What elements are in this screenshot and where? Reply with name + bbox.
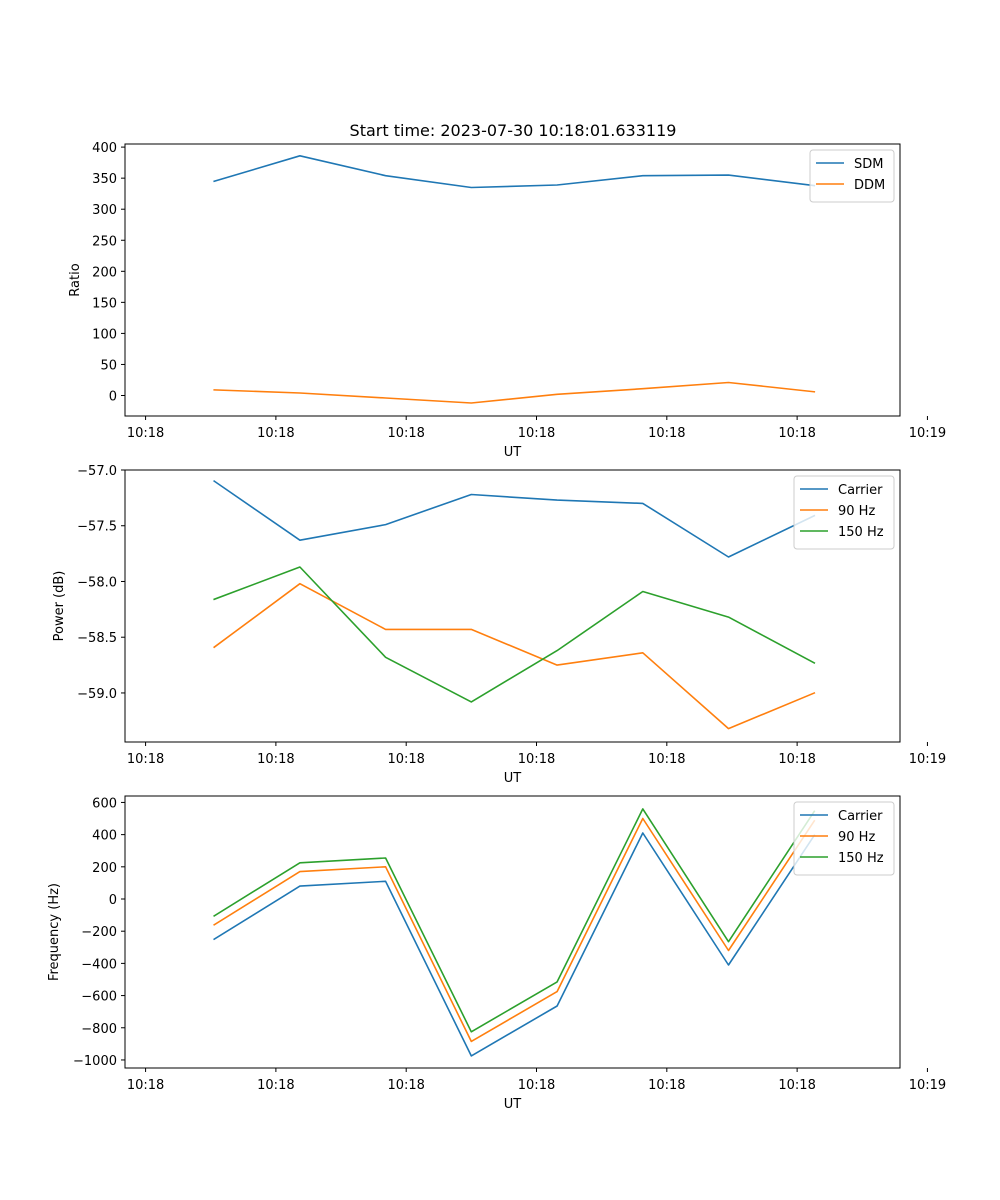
y-tick-label: 150 — [92, 296, 117, 311]
y-tick-label: 50 — [100, 358, 117, 373]
series-line-90-hz — [213, 817, 816, 1043]
series-line-150-hz — [213, 808, 816, 1033]
x-tick-label: 10:18 — [257, 1078, 294, 1093]
series-line-90-hz — [213, 582, 816, 730]
x-tick-label: 10:18 — [778, 426, 815, 441]
subplots: 10:18 10:18 10:18 10:18 10:18 10:18 10:19 0 50 10… — [47, 141, 946, 1112]
y-tick-label: −200 — [81, 925, 117, 940]
x-tick-label: 10:18 — [127, 752, 164, 767]
legend-label: SDM — [854, 157, 883, 172]
x-axis-label: UT — [504, 771, 522, 786]
y-tick-label: −58.0 — [77, 575, 117, 590]
legend-label: 90 Hz — [838, 830, 875, 845]
axes-frequency: 10:18 10:18 10:18 10:18 10:18 10:18 10:19 −1000… — [47, 795, 946, 1112]
x-tick-label: 10:18 — [648, 426, 685, 441]
y-tick-label: 250 — [92, 234, 117, 249]
x-tick-label: 10:18 — [387, 426, 424, 441]
y-axis-label: Power (dB) — [52, 571, 67, 642]
y-tick-label: 400 — [92, 141, 117, 156]
y-tick-label: 0 — [109, 893, 117, 908]
series-line-ddm — [213, 381, 816, 404]
series-line-sdm — [213, 155, 816, 189]
y-tick-label: −58.5 — [77, 631, 117, 646]
y-tick-label: −57.0 — [77, 464, 117, 479]
y-tick-label: 100 — [92, 327, 117, 342]
x-tick-label: 10:18 — [127, 426, 164, 441]
series-line-150-hz — [213, 566, 816, 703]
x-tick-label: 10:18 — [518, 752, 555, 767]
legend: Carrier 90 Hz 150 Hz — [793, 475, 895, 550]
x-tick-label: 10:18 — [387, 752, 424, 767]
legend-label: Carrier — [838, 809, 883, 824]
legend-label: DDM — [854, 178, 885, 193]
x-tick-label: 10:18 — [127, 1078, 164, 1093]
y-tick-label: 300 — [92, 203, 117, 218]
y-tick-label: 0 — [109, 390, 117, 405]
x-tick-label: 10:19 — [909, 752, 946, 767]
legend-label: 150 Hz — [838, 851, 884, 866]
series-line-carrier — [213, 832, 816, 1057]
y-tick-label: −1000 — [73, 1054, 117, 1069]
legend-label: 150 Hz — [838, 525, 884, 540]
y-tick-label: 200 — [92, 265, 117, 280]
legend-label: Carrier — [838, 483, 883, 498]
x-tick-label: 10:18 — [648, 752, 685, 767]
y-tick-label: 350 — [92, 172, 117, 187]
y-axis-label: Frequency (Hz) — [47, 883, 62, 981]
y-tick-label: 400 — [92, 829, 117, 844]
x-tick-label: 10:19 — [909, 1078, 946, 1093]
x-tick-label: 10:18 — [778, 752, 815, 767]
y-tick-label: −600 — [81, 990, 117, 1005]
series-line-carrier — [213, 479, 816, 558]
figure-title: Start time: 2023-07-30 10:18:01.633119 — [350, 121, 677, 140]
x-tick-label: 10:18 — [518, 426, 555, 441]
axes-frame — [124, 795, 901, 1069]
y-tick-label: 200 — [92, 861, 117, 876]
x-axis-label: UT — [504, 445, 522, 460]
x-tick-label: 10:18 — [648, 1078, 685, 1093]
axes-frame — [124, 469, 901, 743]
x-tick-label: 10:18 — [518, 1078, 555, 1093]
axes-frame — [124, 143, 901, 417]
axes-ratio: 10:18 10:18 10:18 10:18 10:18 10:18 10:19 0 50 10… — [68, 141, 946, 460]
x-tick-label: 10:18 — [778, 1078, 815, 1093]
y-axis-label: Ratio — [68, 263, 83, 296]
legend-label: 90 Hz — [838, 504, 875, 519]
y-tick-label: −400 — [81, 957, 117, 972]
x-tick-label: 10:18 — [257, 752, 294, 767]
x-axis-label: UT — [504, 1097, 522, 1112]
x-tick-label: 10:18 — [387, 1078, 424, 1093]
axes-power: 10:18 10:18 10:18 10:18 10:18 10:18 10:19 −59.0… — [52, 464, 946, 786]
y-tick-label: −800 — [81, 1022, 117, 1037]
x-tick-label: 10:18 — [257, 426, 294, 441]
x-tick-label: 10:19 — [909, 426, 946, 441]
y-tick-label: 600 — [92, 796, 117, 811]
y-tick-label: −57.5 — [77, 520, 117, 535]
y-tick-label: −59.0 — [77, 687, 117, 702]
legend: SDM DDM — [809, 149, 895, 203]
legend: Carrier 90 Hz 150 Hz — [793, 801, 895, 876]
